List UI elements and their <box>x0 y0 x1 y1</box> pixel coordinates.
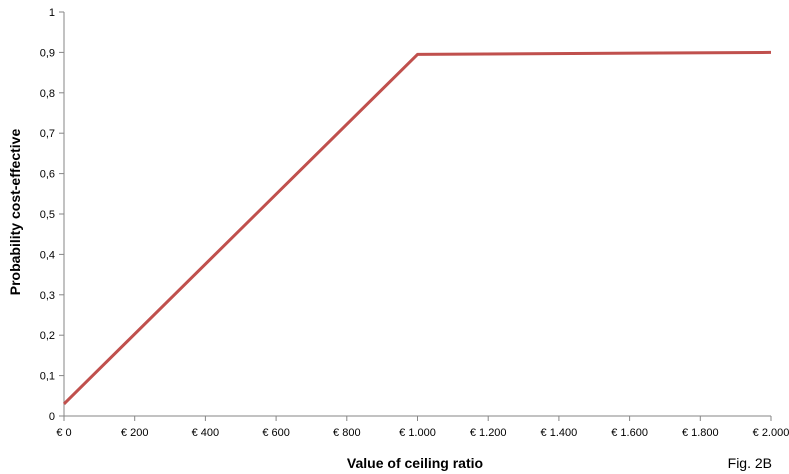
y-tick-label: 1 <box>49 7 55 19</box>
y-tick-label: 0,9 <box>40 47 55 59</box>
x-tick-label: € 400 <box>192 427 220 439</box>
x-tick-label: € 2.000 <box>753 427 789 439</box>
y-tick-label: 0,4 <box>40 249 55 261</box>
y-tick-label: 0,6 <box>40 169 55 181</box>
y-axis-ticks: 0 0,1 0,2 0,3 0,4 0,5 0,6 0,7 0,8 0,9 1 <box>40 7 64 423</box>
series-layer <box>62 50 772 405</box>
x-axis-ticks: € 0 € 200 € 400 € 600 € 800 € 1.000 € 1.200 € 1… <box>56 416 789 439</box>
y-axis-title: Probability cost-effective <box>7 129 23 296</box>
y-tick-label: 0 <box>49 411 55 423</box>
y-tick-label: 0,5 <box>40 209 55 221</box>
y-tick-label: 0,2 <box>40 330 55 342</box>
x-tick-label: € 1.400 <box>541 427 578 439</box>
x-axis-title: Value of ceiling ratio <box>347 455 483 471</box>
x-tick-label: € 600 <box>262 427 290 439</box>
x-tick-label: € 1.000 <box>399 427 436 439</box>
y-tick-label: 0,7 <box>40 128 55 140</box>
figure-label: Fig. 2B <box>728 455 772 471</box>
y-tick-label: 0,3 <box>40 290 55 302</box>
x-tick-label: € 1.800 <box>682 427 719 439</box>
y-tick-label: 0,1 <box>40 371 55 383</box>
series-line <box>62 50 772 405</box>
x-tick-label: € 0 <box>56 427 71 439</box>
axes <box>63 12 771 417</box>
x-tick-label: € 1.600 <box>611 427 648 439</box>
x-tick-label: € 1.200 <box>470 427 507 439</box>
x-tick-label: € 200 <box>121 427 149 439</box>
x-tick-label: € 800 <box>333 427 361 439</box>
y-tick-label: 0,8 <box>40 88 55 100</box>
